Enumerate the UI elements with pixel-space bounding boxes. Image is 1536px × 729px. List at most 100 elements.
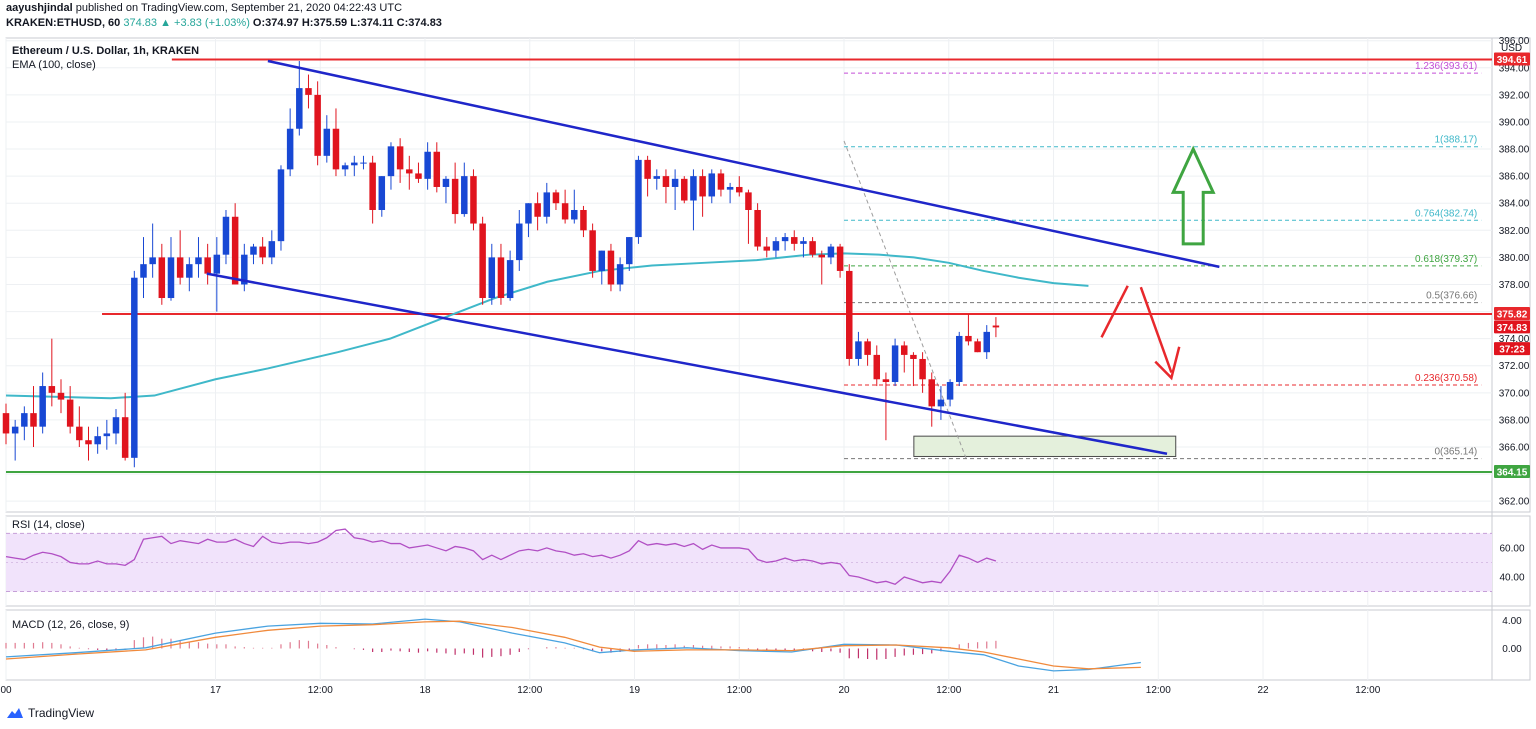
candle-down[interactable] [314, 94, 321, 156]
candle-down[interactable] [910, 354, 917, 359]
candle-down[interactable] [818, 254, 826, 258]
candle-down[interactable] [57, 392, 65, 400]
candle-down[interactable] [589, 230, 596, 271]
candle-down[interactable] [552, 192, 560, 204]
candle-up[interactable] [671, 178, 679, 187]
candle-up[interactable] [946, 381, 954, 400]
candle-up[interactable] [571, 209, 578, 220]
candle-up[interactable] [241, 254, 248, 285]
candle-up[interactable] [387, 146, 395, 177]
candle-down[interactable] [974, 341, 981, 353]
candle-down[interactable] [965, 335, 972, 342]
candle-down[interactable] [919, 358, 926, 380]
candles[interactable] [2, 61, 1000, 468]
candle-up[interactable] [598, 250, 606, 271]
candle-down[interactable] [2, 413, 10, 434]
candle-down[interactable] [662, 176, 670, 187]
candle-up[interactable] [543, 192, 551, 217]
candle-up[interactable] [195, 257, 202, 265]
candle-up[interactable] [827, 246, 835, 258]
candle-down[interactable] [176, 257, 184, 278]
candle-up[interactable] [488, 257, 496, 299]
countdown-tag[interactable] [1494, 342, 1530, 356]
candle-up[interactable] [149, 257, 156, 265]
current-price-tag[interactable] [1494, 320, 1530, 334]
candle-up[interactable] [891, 345, 899, 382]
tradingview-logo[interactable]: TradingView [6, 706, 94, 720]
macd-pane[interactable] [5, 609, 1531, 681]
candle-up[interactable] [983, 331, 990, 353]
candle-up[interactable] [39, 386, 46, 427]
candle-down[interactable] [497, 257, 505, 299]
candle-up[interactable] [937, 399, 945, 407]
candle-up[interactable] [323, 128, 331, 156]
candle-up[interactable] [626, 237, 633, 265]
candle-up[interactable] [112, 417, 120, 434]
candle-down[interactable] [836, 246, 844, 271]
candle-up[interactable] [708, 173, 716, 197]
candle-down[interactable] [717, 173, 725, 190]
candle-down[interactable] [809, 241, 816, 255]
candle-down[interactable] [332, 128, 340, 170]
candle-up[interactable] [21, 413, 28, 427]
candle-down[interactable] [580, 209, 587, 231]
candle-down[interactable] [699, 176, 706, 197]
candle-up[interactable] [268, 241, 276, 258]
candle-down[interactable] [48, 386, 56, 393]
candle-down[interactable] [369, 162, 376, 210]
candle-down[interactable] [76, 426, 83, 441]
support-tag[interactable] [1494, 465, 1530, 479]
candle-down[interactable] [882, 379, 890, 382]
candle-down[interactable] [864, 341, 871, 355]
candle-down[interactable] [644, 159, 651, 179]
resistance-mid-tag[interactable] [1494, 307, 1530, 321]
main-pane[interactable] [5, 37, 1531, 513]
candle-down[interactable] [479, 223, 486, 299]
candle-up[interactable] [855, 341, 862, 359]
candle-down[interactable] [433, 151, 441, 187]
candle-up[interactable] [360, 162, 367, 164]
candle-down[interactable] [231, 216, 239, 285]
candle-up[interactable] [250, 246, 257, 255]
candle-down[interactable] [928, 379, 936, 407]
candle-up[interactable] [506, 260, 514, 299]
candle-down[interactable] [415, 173, 422, 179]
resistance-top-tag[interactable] [1494, 52, 1530, 66]
candle-down[interactable] [158, 257, 166, 299]
candle-up[interactable] [781, 237, 789, 242]
candle-up[interactable] [131, 277, 138, 458]
candle-up[interactable] [690, 176, 697, 201]
candle-down[interactable] [396, 146, 404, 170]
candle-up[interactable] [213, 254, 221, 274]
candle-down[interactable] [992, 325, 1000, 328]
candle-up[interactable] [351, 162, 358, 166]
candle-up[interactable] [726, 186, 734, 190]
candle-down[interactable] [451, 178, 459, 215]
candle-up[interactable] [378, 176, 386, 210]
candle-down[interactable] [846, 270, 853, 359]
candle-up[interactable] [140, 264, 147, 278]
candle-down[interactable] [736, 186, 743, 193]
candle-down[interactable] [873, 354, 881, 380]
candle-up[interactable] [222, 216, 230, 255]
candle-up[interactable] [94, 436, 101, 445]
candle-up[interactable] [341, 165, 349, 170]
candle-down[interactable] [754, 209, 761, 247]
candle-up[interactable] [277, 169, 285, 242]
candle-down[interactable] [259, 246, 266, 258]
demand-zone-box[interactable] [913, 435, 1177, 457]
author-name[interactable]: aayushjindal [6, 2, 73, 14]
candle-down[interactable] [901, 345, 908, 355]
candle-up[interactable] [956, 335, 963, 382]
price-axis[interactable]: 362.00364.00366.00368.00370.00372.00374.… [1494, 36, 1530, 655]
candle-up[interactable] [653, 176, 661, 179]
candle-up[interactable] [11, 426, 19, 434]
time-axis[interactable]: 00 17 12:00 18 12:00 19 12:00 20 12:00 21 12:00 22 1… [0, 685, 1380, 696]
candle-down[interactable] [406, 169, 413, 174]
candle-down[interactable] [305, 88, 312, 95]
candle-down[interactable] [763, 246, 771, 251]
candle-down[interactable] [30, 413, 37, 427]
candle-down[interactable] [607, 250, 615, 285]
candle-down[interactable] [85, 440, 92, 445]
candle-up[interactable] [516, 223, 523, 261]
